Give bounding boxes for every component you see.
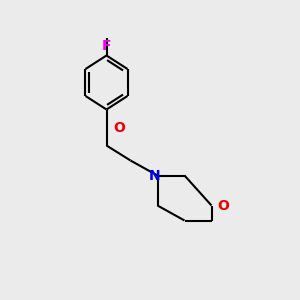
Text: O: O bbox=[113, 121, 125, 134]
Text: N: N bbox=[149, 169, 160, 182]
Text: O: O bbox=[217, 199, 229, 212]
Text: F: F bbox=[102, 39, 111, 53]
